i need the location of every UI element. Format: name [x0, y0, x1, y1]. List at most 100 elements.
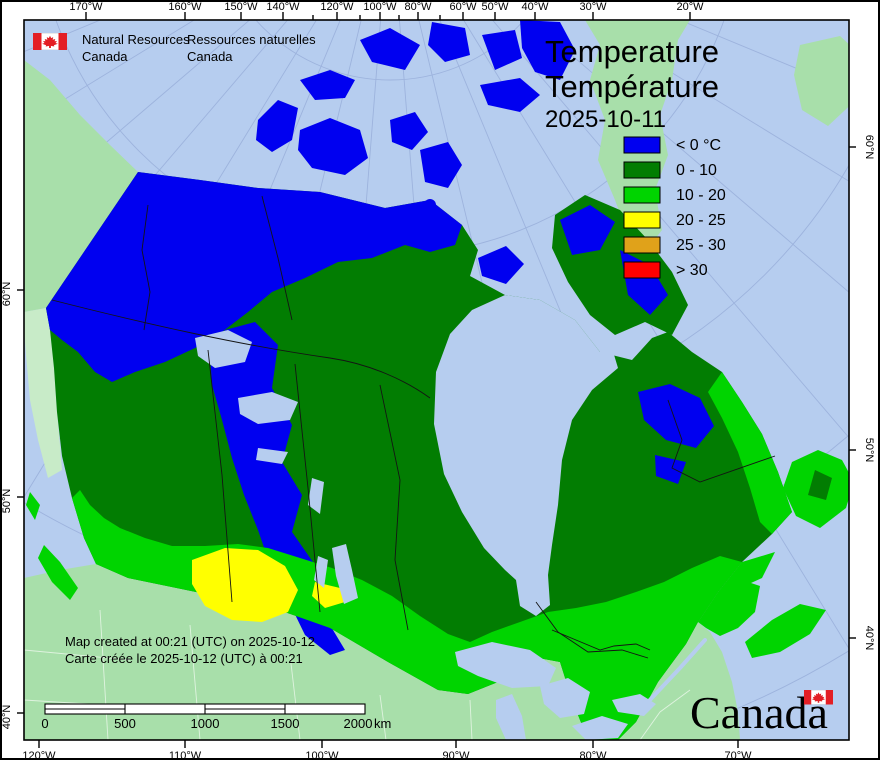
longitude-label: 110°W — [169, 750, 202, 760]
scale-tick-label: 500 — [114, 716, 136, 731]
hudson-bay — [434, 295, 618, 616]
logo-text-fr-1: Ressources naturelles — [187, 32, 316, 47]
province-borders — [51, 195, 776, 659]
longitude-label: 70°W — [724, 750, 752, 760]
quebec-below-0-a — [638, 384, 714, 448]
arctic-islands-below-0 — [256, 20, 575, 284]
scale-bar-labels: 0 500 1000 1500 2000 km — [41, 716, 391, 731]
latitude-label: 50°N — [1, 489, 13, 514]
border-yukon-nwt — [141, 204, 151, 331]
gaspe-10-20 — [718, 552, 775, 592]
nova-scotia-10-20 — [745, 604, 826, 658]
longitude-label: 100°W — [363, 1, 397, 13]
legend-label: 20 - 25 — [676, 212, 726, 229]
wordmark-flag-icon — [804, 690, 833, 705]
legend-swatch — [623, 261, 661, 279]
quebec-below-0-b — [655, 455, 686, 484]
map-title-fr: Température — [545, 69, 719, 104]
longitude-label: 150°W — [224, 1, 258, 13]
prairie-warm-blob — [312, 582, 345, 608]
credit-en: Map created at 00:21 (UTC) on 2025-10-12 — [65, 634, 315, 649]
prairie-warm-20-25 — [192, 548, 298, 622]
nrcan-logo: Natural Resources Canada Ressources natu… — [33, 32, 316, 64]
great-slave-lake — [238, 392, 298, 424]
anticosti-island — [695, 542, 742, 560]
credits: Map created at 00:21 (UTC) on 2025-10-12… — [65, 634, 315, 666]
latitude-label: 50°N — [863, 438, 875, 463]
lake-superior — [455, 642, 556, 688]
axis-bottom: 120°W 110°W 100°W 90°W 80°W 70°W — [22, 740, 752, 760]
latitude-label: 40°N — [1, 705, 13, 730]
legend-swatch — [623, 236, 661, 254]
legend: < 0 °C 0 - 10 10 - 20 20 - 25 25 - 30 > 30 — [623, 136, 726, 279]
canada-wordmark: Canada — [690, 687, 833, 738]
longitude-label: 100°W — [305, 750, 339, 760]
longitude-label: 80°W — [404, 1, 432, 13]
canada-flag-icon — [33, 33, 67, 50]
longitude-label: 120°W — [22, 750, 56, 760]
usa — [24, 564, 588, 740]
longitude-label: 60°W — [449, 1, 477, 13]
logo-text-en-2: Canada — [82, 49, 128, 64]
longitude-label: 30°W — [579, 1, 607, 13]
scale-unit-label: km — [374, 716, 391, 731]
scale-bar: 0 500 1000 1500 2000 km — [41, 703, 391, 731]
greenland-east — [794, 36, 849, 126]
legend-label: 10 - 20 — [676, 187, 726, 204]
legend-swatch — [623, 161, 661, 179]
new-brunswick-10-20 — [698, 580, 760, 636]
legend-swatch — [623, 186, 661, 204]
longitude-label: 80°W — [579, 750, 607, 760]
legend-label: 0 - 10 — [676, 162, 717, 179]
scale-tick-label: 1500 — [271, 716, 300, 731]
logo-text-en-1: Natural Resources — [82, 32, 190, 47]
alaska-panhandle — [24, 308, 62, 478]
lake-winnipeg — [332, 544, 358, 604]
map-title-en: Temperature — [545, 34, 719, 69]
haida-gwaii — [26, 492, 40, 520]
arctic-mainland-below-0 — [46, 172, 462, 382]
lakes — [195, 330, 656, 740]
latitude-label: 60°N — [1, 282, 13, 307]
lake-athabasca — [256, 448, 288, 464]
legend-label: > 30 — [676, 262, 708, 279]
legend-swatch — [623, 211, 661, 229]
longitude-label: 170°W — [69, 1, 103, 13]
longitude-label: 90°W — [442, 750, 470, 760]
border-sk-mb — [294, 363, 321, 613]
axis-top: 170°W 160°W 150°W 140°W 120°W 100°W 80°W 60°W 50… — [69, 1, 704, 20]
latitude-label: 60°N — [863, 135, 875, 160]
border-nwt-nunavut — [261, 195, 293, 321]
legend-label: 25 - 30 — [676, 237, 726, 254]
border-qc-us — [551, 629, 651, 651]
us-state-borders — [24, 609, 691, 740]
lake-erie — [572, 716, 628, 740]
labrador-coast-10-20 — [708, 372, 792, 534]
canada-temperature-layers — [26, 20, 849, 740]
logo-text-fr-2: Canada — [187, 49, 233, 64]
longitude-label: 40°W — [521, 1, 549, 13]
newfoundland-interior — [808, 470, 832, 500]
map-date: 2025-10-11 — [545, 106, 666, 133]
st-lawrence-river — [646, 638, 707, 704]
legend-swatch — [623, 136, 661, 154]
longitude-label: 50°W — [481, 1, 509, 13]
greenland — [585, 20, 690, 252]
lake-huron — [540, 678, 590, 718]
latitude-label: 40°N — [863, 626, 875, 651]
lake-winnipegosis — [314, 556, 328, 588]
border-60n — [51, 299, 431, 399]
lake-ontario — [612, 694, 656, 716]
longitude-label: 160°W — [168, 1, 202, 13]
border-qc-nl — [667, 399, 776, 483]
baffin-below-0-a — [560, 205, 615, 255]
legend-label: < 0 °C — [676, 137, 721, 154]
title-block: Temperature Température 2025-10-11 — [545, 34, 719, 133]
border-ab-sk — [207, 349, 233, 603]
axis-left: 60°N 50°N 40°N — [1, 282, 24, 730]
longitude-label: 120°W — [320, 1, 354, 13]
alaska — [24, 60, 138, 312]
border-on-qc — [535, 601, 649, 659]
